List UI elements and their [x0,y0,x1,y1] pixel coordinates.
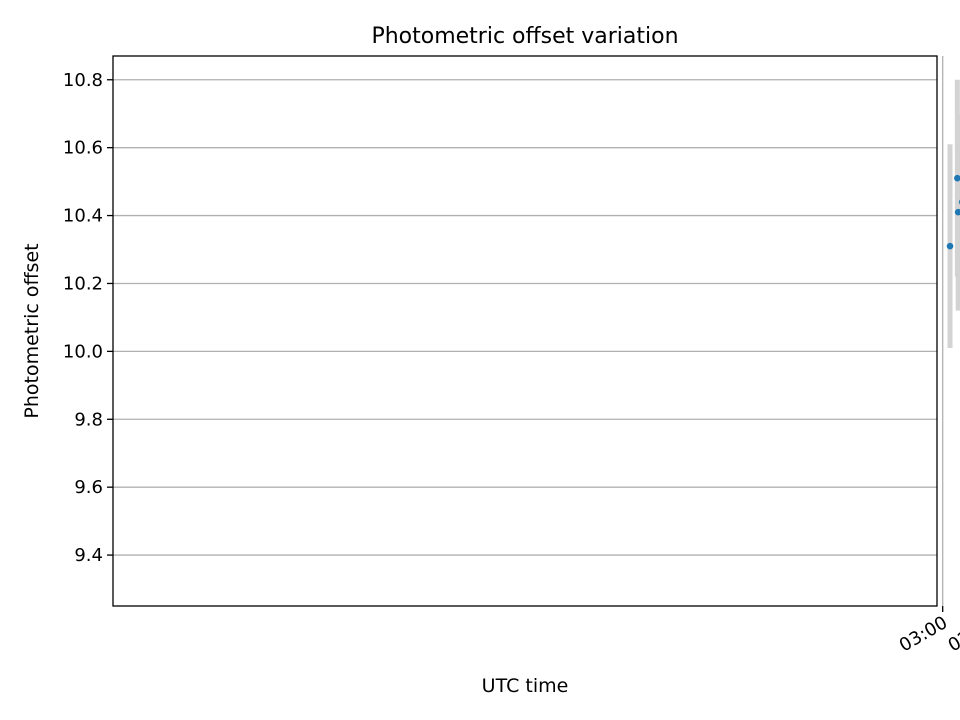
x-axis-label: UTC time [482,675,569,697]
data-point [946,242,954,250]
y-axis-label: Photometric offset [21,243,43,418]
y-tick-label: 9.6 [74,477,103,498]
grid [113,56,944,606]
chart-title: Photometric offset variation [371,24,678,49]
data-point [954,174,960,182]
y-tick-label: 9.4 [74,545,103,566]
y-tick-label: 10.2 [63,273,103,294]
y-axis-ticks: 9.4 9.6 9.8 10.0 10.2 10.4 10.6 10.8 [63,70,113,566]
data-point [954,208,960,216]
y-tick-label: 10.4 [63,206,103,227]
y-tick-label: 10.6 [63,138,103,159]
y-tick-label: 9.8 [74,409,103,430]
y-tick-label: 10.0 [63,341,103,362]
y-tick-label: 10.8 [63,70,103,91]
plot-frame [112,55,938,607]
